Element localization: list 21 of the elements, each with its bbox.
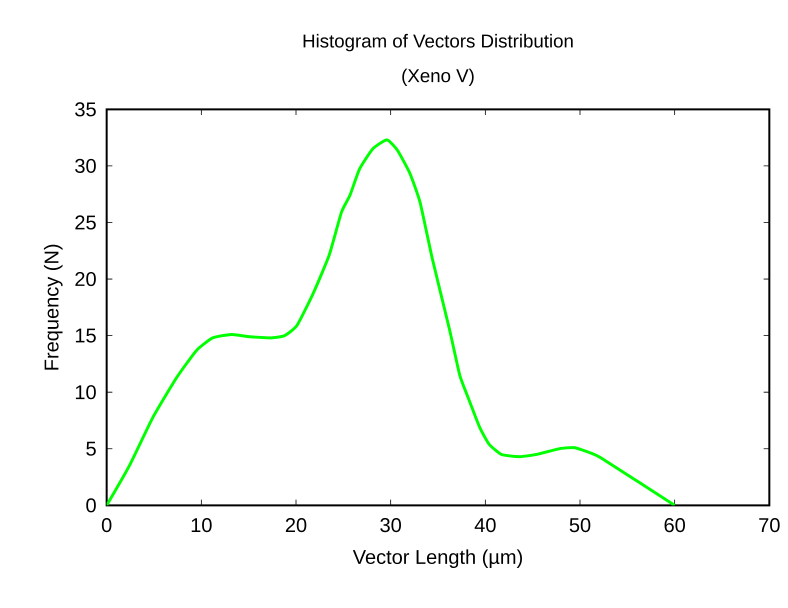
x-tick-label: 60 (664, 518, 685, 532)
x-tick-label: 40 (474, 518, 496, 532)
x-tick-label: 20 (286, 518, 306, 532)
x-tick-label: 0 (102, 518, 112, 532)
y-tick-label: 35 (75, 102, 96, 116)
chart-subtitle: (Xeno V) (402, 68, 474, 86)
y-axis-title: Frequency (N) (44, 244, 63, 370)
y-tick-label: 10 (76, 385, 96, 400)
y-tick-label: 0 (86, 498, 96, 512)
y-tick-label: 15 (76, 328, 96, 343)
line-series (106, 138, 676, 506)
y-tick-label: 30 (75, 158, 96, 173)
chart-title: Histogram of Vectors Distribution (304, 34, 573, 52)
x-tick-label: 30 (380, 518, 401, 532)
y-tick-label: 5 (86, 442, 96, 456)
y-tick-label: 25 (75, 215, 96, 230)
x-tick-label: 10 (192, 518, 212, 532)
x-axis-title: Vector Length (µm) (352, 549, 522, 568)
x-tick-label: 50 (570, 518, 590, 532)
y-tick-label: 20 (75, 272, 96, 286)
x-tick-label: 70 (759, 518, 780, 532)
